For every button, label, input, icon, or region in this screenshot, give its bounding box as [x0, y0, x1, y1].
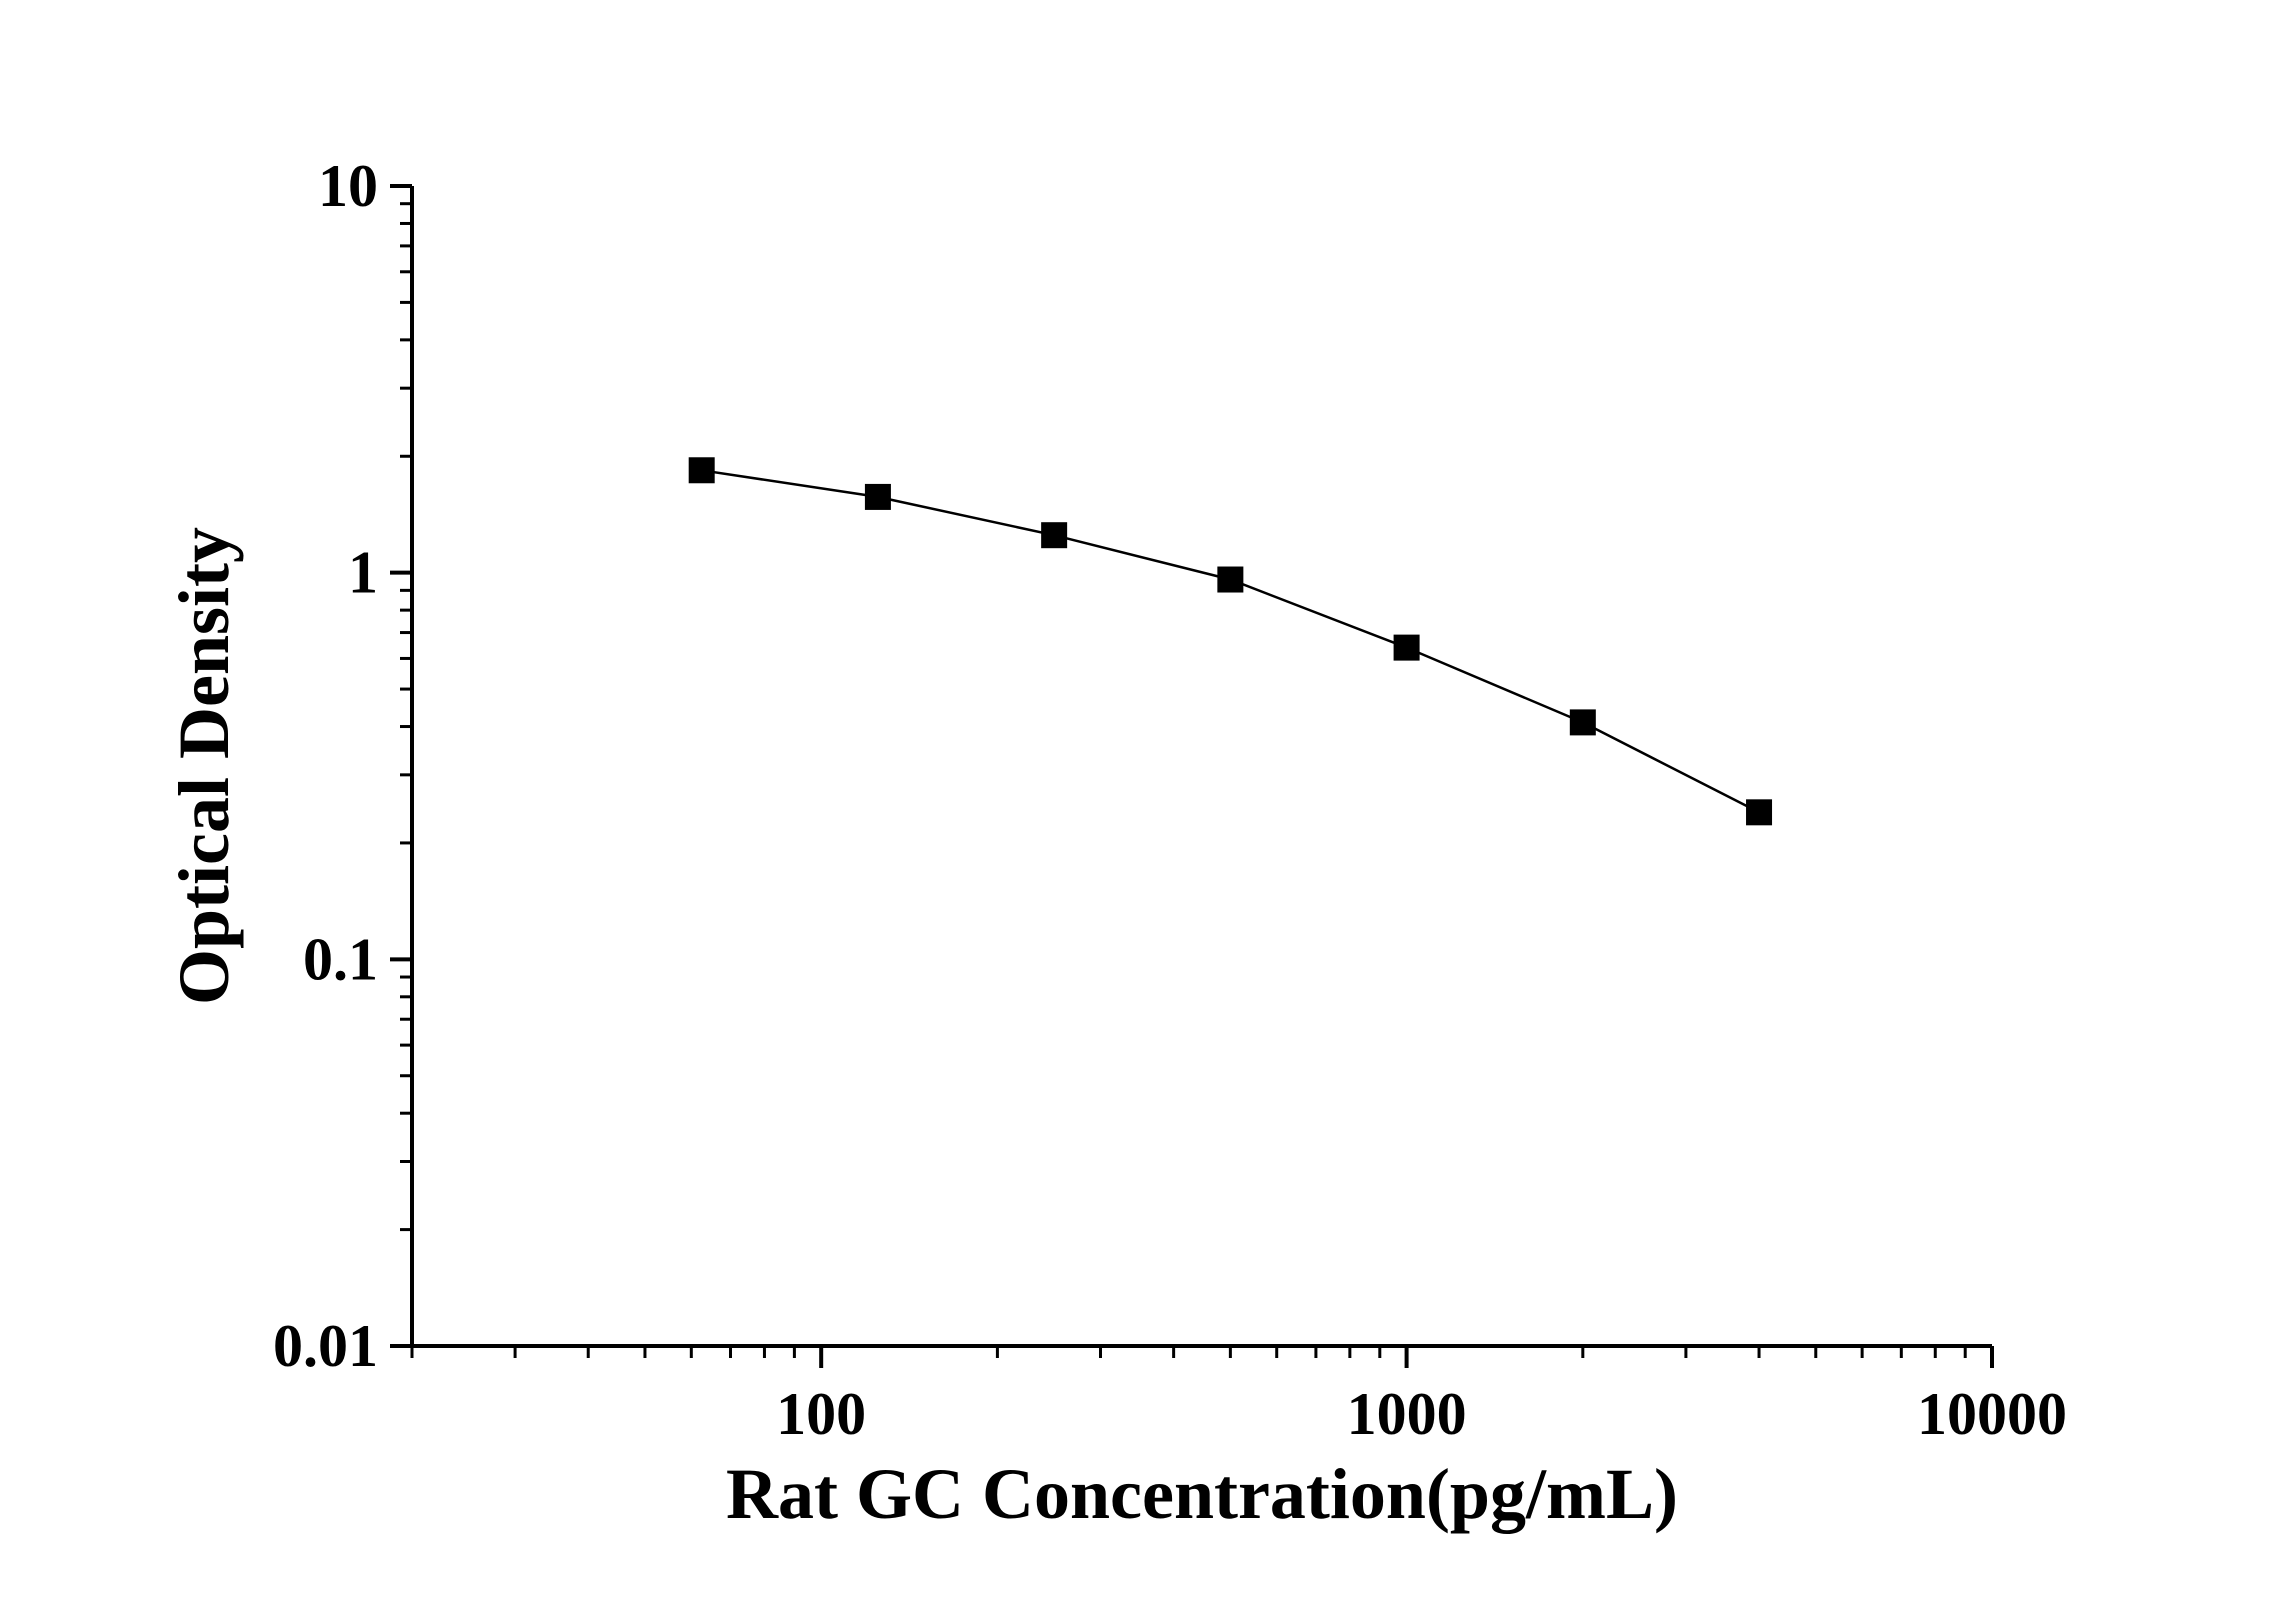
data-point — [1217, 566, 1244, 593]
series-points-group — [688, 457, 1773, 826]
x-axis-ticks — [410, 1346, 1994, 1368]
x-tick-label: 10000 — [1917, 1381, 2067, 1447]
data-point — [1569, 709, 1596, 736]
x-tick-label: 1000 — [1347, 1381, 1467, 1447]
data-point — [864, 483, 891, 510]
data-point — [1041, 522, 1068, 549]
x-axis-title: Rat GC Concentration(pg/mL) — [726, 1454, 1678, 1534]
y-tick-label: 0.1 — [303, 926, 378, 992]
y-tick-label: 10 — [318, 153, 378, 219]
series-curve — [701, 469, 1760, 814]
data-point — [1393, 634, 1420, 661]
x-axis-tick-labels: 100 1000 10000 — [776, 1381, 2067, 1447]
data-point — [1746, 799, 1773, 826]
y-axis-ticks — [390, 184, 412, 1348]
data-point — [688, 457, 715, 484]
y-axis-tick-labels: 0.01 0.1 1 10 — [273, 153, 378, 1379]
axes — [410, 186, 1992, 1348]
y-axis-title: Optical Density — [164, 527, 244, 1005]
series-line-group — [701, 469, 1760, 814]
x-tick-label: 100 — [776, 1381, 866, 1447]
y-tick-label: 0.01 — [273, 1313, 378, 1379]
y-tick-label: 1 — [348, 540, 378, 606]
